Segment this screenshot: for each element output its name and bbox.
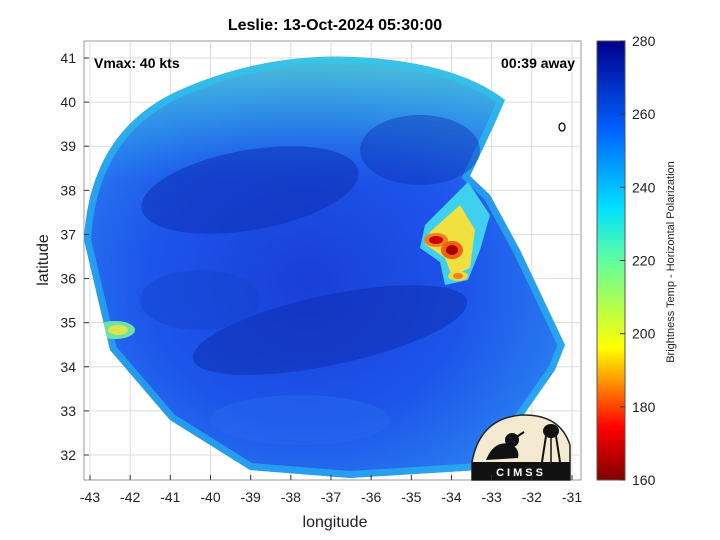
x-axis-label: longitude [303,514,368,531]
y-tick-label: 40 [60,94,76,110]
x-tick-label: -43 [80,489,100,505]
y-tick-label: 32 [60,447,76,463]
y-tick-label: 36 [60,271,76,287]
y-tick-label: 39 [60,138,76,154]
colorbar-tick-label: 240 [632,179,656,195]
x-tick-label: -40 [200,489,220,505]
x-tick-label: -35 [401,489,421,505]
y-tick-label: 35 [60,315,76,331]
y-tick-label: 37 [60,226,76,242]
colorbar-tick-label: 180 [632,399,656,415]
colorbar-tick-label: 160 [632,472,656,488]
colorbar-tick-label: 200 [632,326,656,342]
y-tick-label: 34 [60,359,76,375]
x-tick-label: -38 [281,489,301,505]
logo-text: CIMSS [496,467,546,479]
x-tick-label: -37 [321,489,341,505]
storm-marker-icon [558,122,566,132]
x-tick-label: -31 [562,489,582,505]
y-tick-label: 38 [60,182,76,198]
colorbar-ticks: 280 260 240 220 200 180 160 [620,33,656,488]
colorbar-tick-label: 280 [632,33,656,49]
y-axis-label: latitude [35,234,52,286]
colorbar-tick-label: 260 [632,106,656,122]
colorbar-tick-label: 220 [632,253,656,269]
chart-title: Leslie: 13-Oct-2024 05:30:00 [228,17,442,34]
y-axis-ticks: 41 40 39 38 37 36 35 34 33 32 [60,50,89,463]
x-tick-label: -41 [160,489,180,505]
x-tick-label: -34 [441,489,461,505]
time-away-label: 00:39 away [501,55,575,71]
x-tick-label: -32 [522,489,542,505]
x-axis-ticks: -43 -42 -41 -40 -39 -38 -37 -36 -35 -34 -33 -32 -31 [80,475,582,505]
colorbar-label: Brightness Temp - Horizontal Polarizatio… [665,161,677,363]
x-tick-label: -39 [241,489,261,505]
y-tick-label: 33 [60,403,76,419]
y-tick-label: 41 [60,50,76,66]
x-tick-label: -42 [120,489,140,505]
cimss-logo-icon: CIMSS [471,414,571,481]
vmax-label: Vmax: 40 kts [94,55,180,71]
x-tick-label: -33 [482,489,502,505]
x-tick-label: -36 [361,489,381,505]
